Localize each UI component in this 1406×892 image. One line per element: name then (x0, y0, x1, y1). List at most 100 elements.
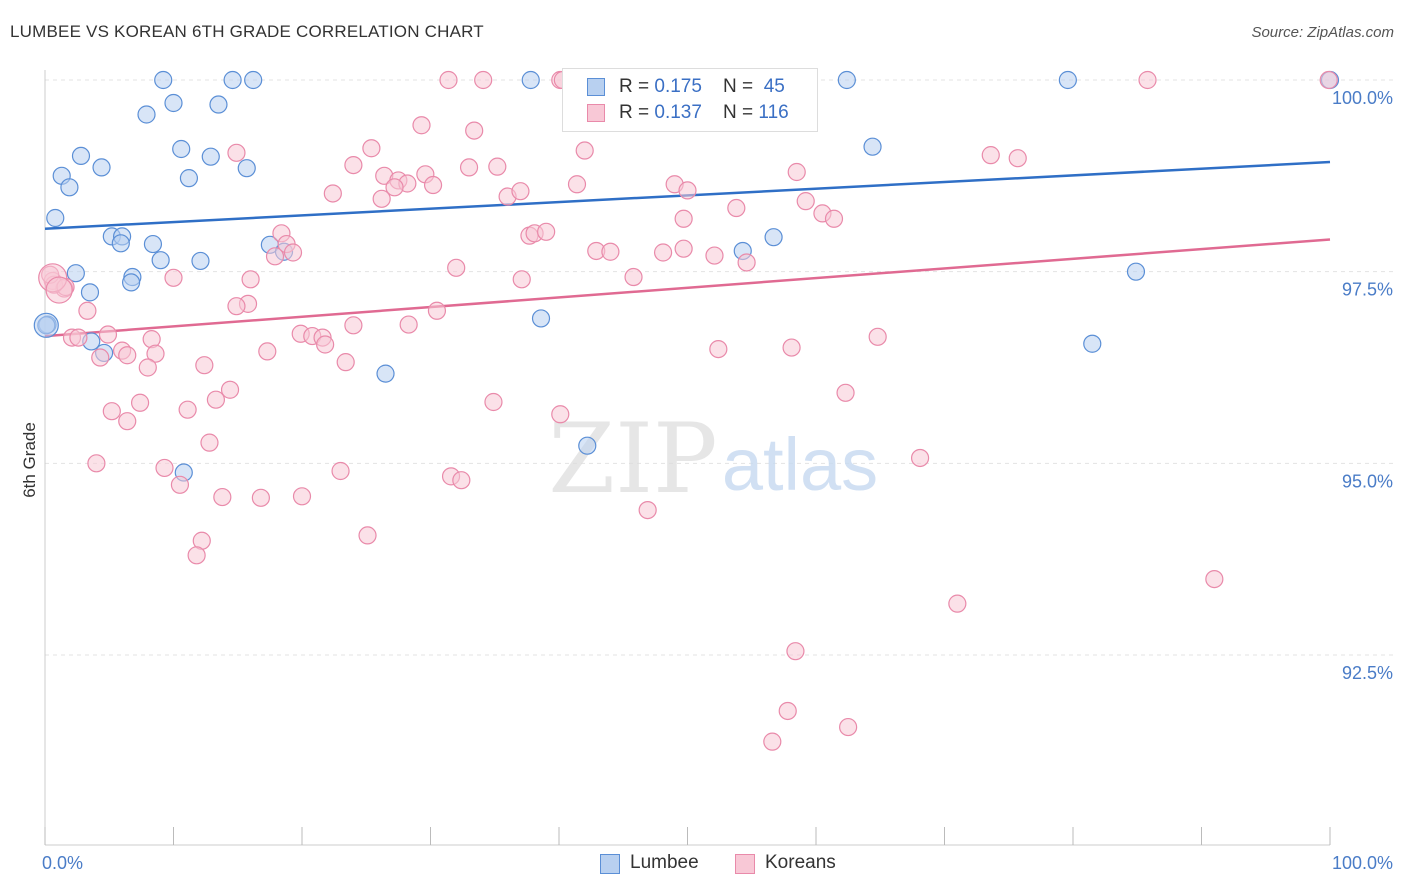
koreans-point (258, 342, 277, 361)
lumbee-point (201, 147, 220, 166)
koreans-n-value: 116 (758, 102, 789, 123)
lumbee-point (111, 234, 130, 253)
koreans-legend-label: Koreans (765, 852, 836, 873)
watermark-atlas: atlas (722, 423, 878, 506)
lumbee-point (531, 309, 551, 328)
koreans-point (465, 121, 484, 140)
y-tick-label: 100.0% (1332, 88, 1393, 108)
lumbee-point (1083, 334, 1102, 353)
y-tick-label: 92.5% (1342, 663, 1393, 683)
koreans-point (459, 158, 479, 177)
koreans-point (336, 353, 355, 372)
koreans-point (102, 402, 121, 421)
y-axis-title: 6th Grade (20, 422, 39, 498)
koreans-point (1205, 569, 1224, 589)
koreans-point (452, 471, 471, 490)
data-points (33, 70, 1340, 751)
koreans-point (362, 139, 381, 158)
koreans-swatch (587, 104, 605, 122)
lumbee-point (521, 70, 540, 90)
koreans-point (78, 301, 97, 320)
koreans-point (358, 526, 377, 545)
koreans-point (653, 243, 673, 262)
lumbee-point (60, 178, 79, 197)
koreans-point (575, 141, 594, 160)
koreans-point (344, 156, 363, 175)
lumbee-point (244, 70, 263, 90)
koreans-point (796, 192, 815, 211)
lumbee-legend-swatch (600, 854, 620, 874)
koreans-point (399, 315, 418, 334)
koreans-point (537, 222, 556, 241)
koreans-point (155, 458, 174, 478)
koreans-point (118, 412, 137, 431)
koreans-point (292, 487, 312, 506)
koreans-point (778, 701, 797, 721)
koreans-point (868, 327, 887, 346)
lumbee-point (92, 158, 111, 177)
koreans-point (265, 247, 285, 266)
koreans-point (567, 175, 587, 194)
axes (44, 70, 1331, 846)
lumbee-point (863, 137, 882, 156)
koreans-point (727, 198, 746, 218)
lumbee-point (46, 208, 65, 228)
koreans-point (412, 116, 431, 135)
koreans-point (439, 70, 458, 90)
lumbee-point (764, 228, 783, 247)
lumbee-point (66, 264, 85, 283)
koreans-point (423, 175, 443, 195)
koreans-point (69, 328, 88, 347)
lumbee-point (1058, 70, 1077, 90)
lumbee-point (237, 159, 256, 178)
stats-legend: R = 0.175 N = 45 R = 0.137 N = 116 (562, 68, 818, 132)
koreans-point (146, 344, 165, 363)
koreans-point (910, 448, 930, 468)
watermark: ZIP atlas (548, 403, 878, 515)
koreans-point (786, 642, 805, 661)
lumbee-point (209, 95, 228, 114)
koreans-point (220, 380, 240, 399)
lumbee-point (837, 70, 856, 90)
lumbee-r-value: 0.175 (654, 76, 702, 97)
source-credit: Source: ZipAtlas.com (1251, 24, 1394, 41)
koreans-point (1138, 70, 1157, 90)
koreans-point (1008, 149, 1027, 168)
lumbee-point (33, 312, 59, 338)
koreans-point (981, 146, 1000, 165)
koreans-point (344, 316, 363, 335)
koreans-point (484, 392, 503, 412)
lumbee-swatch (587, 78, 605, 96)
lumbee-point (151, 251, 170, 270)
koreans-point (948, 594, 967, 613)
lumbee-legend-label: Lumbee (630, 852, 699, 873)
koreans-point (283, 243, 303, 262)
koreans-point (227, 143, 246, 162)
koreans-point (488, 157, 507, 176)
koreans-point (763, 732, 782, 751)
koreans-point (638, 501, 657, 520)
koreans-point (91, 348, 110, 367)
koreans-point (551, 405, 570, 424)
koreans-point (227, 297, 246, 316)
koreans-point (87, 454, 106, 473)
koreans-point (678, 181, 697, 200)
koreans-point (213, 487, 232, 507)
koreans-point (824, 209, 844, 228)
koreans-trend-line (44, 238, 1331, 338)
lumbee-point (191, 251, 210, 271)
koreans-point (674, 209, 693, 228)
koreans-point (372, 189, 391, 208)
koreans-point (98, 325, 118, 344)
lumbee-point (143, 234, 163, 254)
koreans-point (1319, 70, 1338, 90)
koreans-point (782, 338, 801, 357)
lumbee-point (223, 70, 242, 90)
koreans-point (195, 356, 214, 375)
lumbee-point (172, 139, 191, 159)
koreans-point (187, 546, 206, 565)
koreans-point (130, 393, 150, 412)
lumbee-point (578, 436, 597, 455)
koreans-point (427, 301, 447, 320)
x-tick-label-max: 100.0% (1332, 853, 1393, 873)
